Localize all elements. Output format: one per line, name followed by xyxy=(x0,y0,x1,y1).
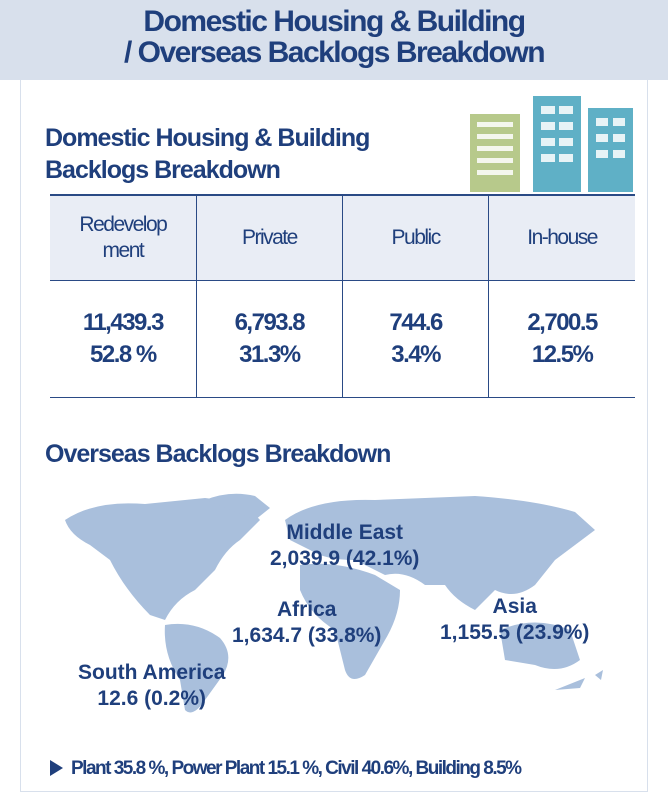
footnote: Plant 35.8 %, Power Plant 15.1 %, Civil … xyxy=(50,758,522,780)
overseas-title: Overseas Backlogs Breakdown xyxy=(45,440,391,468)
share: 12.5% xyxy=(531,341,594,368)
header-cell: In-house xyxy=(488,194,635,281)
region-label: Africa 1,634.7 (33.8%) xyxy=(232,597,381,649)
bullet-triangle xyxy=(50,760,63,776)
domestic-title: Domestic Housing & Building Backlogs Bre… xyxy=(45,122,370,186)
region-value: 2,039.9 (42.1%) xyxy=(270,547,420,570)
header-title: Domestic Housing & Building xyxy=(143,5,526,38)
header-title: / Overseas Backlogs Breakdown xyxy=(123,36,546,69)
share: 52.8 % xyxy=(90,341,157,368)
footnote-text: Plant 35.8 %, Power Plant 15.1 %, Civil … xyxy=(71,758,522,779)
header-text: Public xyxy=(391,226,442,249)
backlog-table: Redevelopment Private Public In-house 11,43… xyxy=(50,194,635,398)
region-value: 1,634.7 (33.8%) xyxy=(232,624,382,647)
domestic-title-line: Domestic Housing & Building xyxy=(45,124,370,152)
value-cell: 2,700.5 12.5% xyxy=(488,280,635,398)
header-text: Private xyxy=(241,226,298,249)
region-label: South America 12.6 (0.2%) xyxy=(78,660,225,712)
share: 31.3% xyxy=(239,341,301,368)
header-text: In-house xyxy=(527,226,598,249)
header-text: Redevelopment xyxy=(79,213,167,262)
share: 3.4% xyxy=(391,341,441,368)
region-name: South America xyxy=(78,661,226,684)
value-cell: 11,439.3 52.8 % xyxy=(50,280,197,398)
table-body-row: 11,439.3 52.8 % 6,793.8 31.3% 744.6 3.4% 2,700… xyxy=(50,280,635,398)
value-cell: 744.6 3.4% xyxy=(341,280,490,398)
domestic-title-line: Backlogs Breakdown xyxy=(45,156,281,184)
header-cell: Private xyxy=(195,194,344,281)
buildings-icon xyxy=(470,96,633,192)
amount: 744.6 xyxy=(389,309,443,336)
value-cell: 6,793.8 31.3% xyxy=(195,280,344,398)
header-cell: Public xyxy=(341,194,490,281)
amount: 11,439.3 xyxy=(82,309,165,336)
region-value: 1,155.5 (23.9%) xyxy=(440,621,590,644)
amount: 2,700.5 xyxy=(527,309,598,336)
region-name: Africa xyxy=(276,598,337,621)
amount: 6,793.8 xyxy=(234,309,306,336)
table-header-row: Redevelopment Private Public In-house xyxy=(50,194,635,281)
region-name: Asia xyxy=(492,595,537,618)
region-name: Middle East xyxy=(286,521,404,544)
region-label: Middle East 2,039.9 (42.1%) xyxy=(270,520,419,572)
header: Domestic Housing & Building / Overseas B… xyxy=(0,0,668,80)
world-map xyxy=(65,493,603,713)
region-value: 12.6 (0.2%) xyxy=(97,687,206,710)
header-cell: Redevelopment xyxy=(50,194,197,281)
region-label: Asia 1,155.5 (23.9%) xyxy=(440,594,589,646)
